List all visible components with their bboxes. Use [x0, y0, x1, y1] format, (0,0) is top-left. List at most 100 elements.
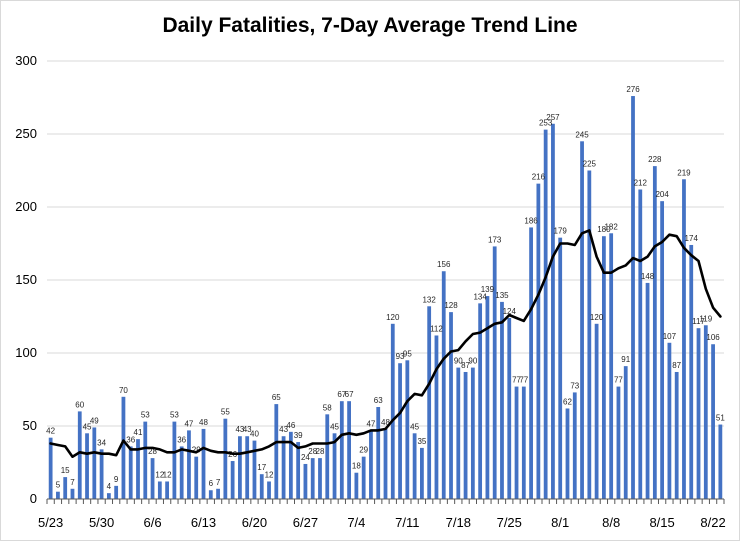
bar: [121, 396, 126, 499]
bar: [106, 493, 111, 499]
data-label: 18: [352, 462, 361, 471]
bar: [718, 424, 723, 499]
bar: [339, 401, 344, 499]
x-tick-label: 8/8: [602, 515, 620, 530]
data-labels: 4251576045493449703641532812125336472948…: [46, 85, 725, 491]
bar: [223, 418, 228, 499]
x-tick-label: 7/11: [395, 515, 419, 530]
bar: [434, 335, 439, 499]
bar: [77, 411, 82, 499]
data-label: 45: [83, 422, 92, 431]
data-label: 55: [221, 408, 230, 417]
bar: [179, 446, 184, 499]
bar: [551, 123, 555, 499]
bar: [150, 458, 155, 499]
data-label: 49: [90, 416, 99, 425]
bar: [187, 430, 191, 499]
bar: [514, 386, 519, 499]
data-label: 36: [177, 435, 186, 444]
bar: [521, 386, 526, 499]
data-label: 134: [473, 292, 487, 301]
x-tick-label: 6/6: [144, 515, 162, 530]
bar: [114, 485, 119, 499]
bar: [594, 323, 599, 499]
bar: [281, 436, 286, 499]
bar: [318, 458, 322, 499]
data-label: 135: [495, 291, 509, 300]
data-label: 148: [641, 272, 655, 281]
data-label: 15: [61, 466, 70, 475]
bar: [580, 141, 584, 500]
bar: [288, 431, 293, 499]
bar: [609, 233, 614, 499]
data-label: 63: [374, 396, 383, 405]
bar: [361, 456, 366, 499]
bar: [354, 472, 359, 499]
data-label: 48: [381, 418, 390, 427]
bar: [667, 342, 672, 499]
x-tick-label: 6/27: [293, 515, 318, 530]
bar: [310, 458, 315, 499]
chart-title: Daily Fatalities, 7-Day Average Trend Li…: [162, 14, 578, 37]
data-label: 35: [417, 437, 426, 446]
data-label: 53: [141, 411, 150, 420]
bar: [565, 408, 570, 499]
data-label: 132: [422, 295, 436, 304]
bar: [696, 328, 701, 499]
bar: [208, 490, 213, 499]
bar: [63, 477, 68, 499]
bar: [682, 179, 686, 499]
data-label: 12: [163, 470, 172, 479]
data-label: 9: [114, 475, 119, 484]
data-label: 60: [75, 400, 84, 409]
data-label: 41: [134, 428, 143, 437]
data-label: 139: [481, 285, 495, 294]
data-label: 186: [524, 216, 538, 225]
bar: [157, 481, 162, 499]
y-tick-label: 150: [15, 272, 37, 287]
bar: [252, 440, 257, 499]
bar: [267, 481, 271, 499]
data-label: 12: [265, 470, 274, 479]
bar: [194, 456, 199, 499]
bar: [616, 386, 621, 499]
bar: [332, 433, 337, 499]
data-label: 174: [685, 234, 699, 243]
bar: [245, 436, 250, 499]
bar: [492, 246, 497, 499]
data-label: 73: [570, 381, 579, 390]
bar: [128, 446, 133, 499]
data-label: 257: [546, 113, 560, 122]
bar: [92, 427, 97, 499]
data-label: 62: [563, 397, 572, 406]
bar: [587, 170, 592, 499]
data-label: 39: [294, 431, 303, 440]
bar: [274, 404, 279, 499]
x-tick-label: 5/23: [38, 515, 63, 530]
bar: [70, 488, 75, 499]
data-label: 4: [107, 482, 112, 491]
y-tick-label: 100: [15, 345, 37, 360]
bar: [601, 236, 606, 499]
data-label: 90: [454, 357, 463, 366]
bar: [259, 474, 264, 499]
bar: [420, 447, 424, 499]
bar: [172, 421, 177, 499]
data-label: 204: [655, 190, 669, 199]
bar: [638, 189, 643, 500]
gridlines: [47, 60, 724, 427]
data-label: 12: [155, 470, 164, 479]
data-label: 67: [337, 390, 346, 399]
bar: [56, 491, 60, 499]
data-label: 34: [97, 438, 106, 447]
data-label: 124: [503, 307, 517, 316]
data-label: 95: [403, 349, 412, 358]
bar: [470, 367, 475, 499]
data-label: 112: [430, 324, 443, 333]
y-tick-label: 250: [15, 126, 37, 141]
data-label: 276: [626, 85, 640, 94]
bar: [412, 433, 417, 499]
y-tick-label: 200: [15, 199, 37, 214]
data-label: 128: [444, 301, 458, 310]
